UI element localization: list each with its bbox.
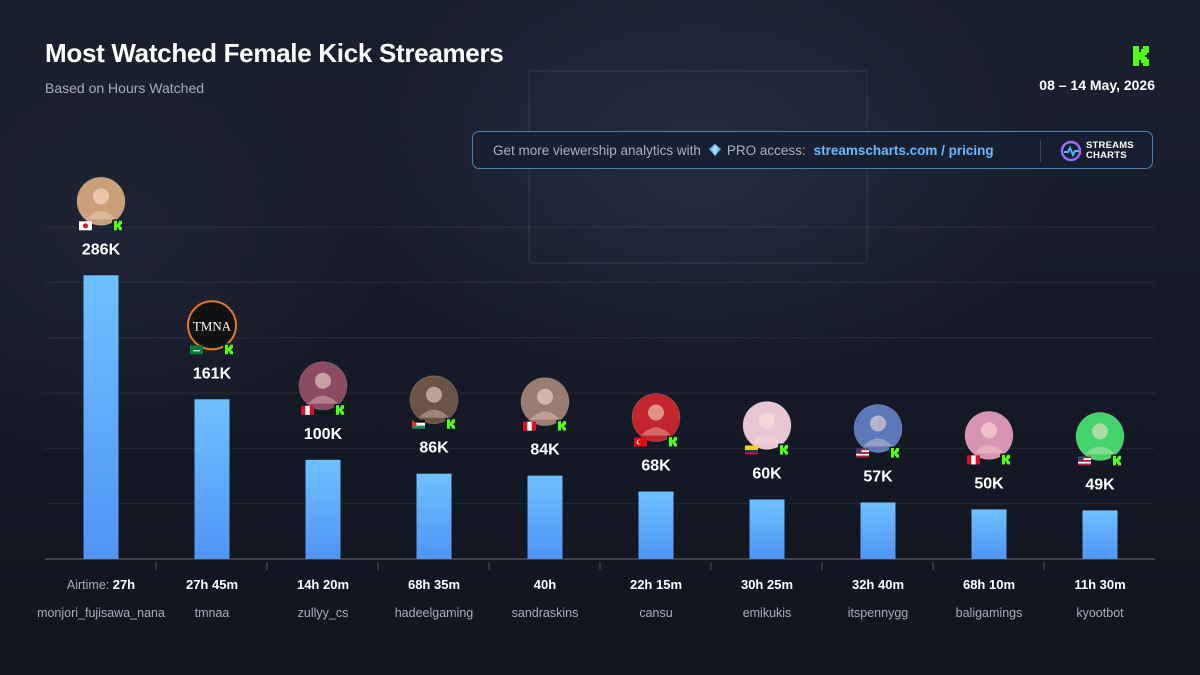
saudi-arabia-flag-icon bbox=[190, 345, 203, 355]
usa-flag-icon bbox=[1078, 456, 1091, 466]
date-range: 08 – 14 May, 2026 bbox=[1039, 77, 1155, 93]
kick-logo-icon bbox=[1133, 46, 1149, 66]
category-label: tmnaa bbox=[195, 606, 230, 620]
airtime-label: Airtime: bbox=[67, 578, 113, 592]
bar-monjori_fujisawa_nana bbox=[83, 275, 119, 559]
kick-badge-icon bbox=[1000, 453, 1012, 466]
kick-badge-icon bbox=[1111, 454, 1123, 467]
streams-charts-logo-icon bbox=[1060, 140, 1082, 162]
kick-badge-icon bbox=[667, 435, 679, 448]
airtime-value: 11h 30m bbox=[1074, 577, 1125, 592]
kick-badge-icon bbox=[889, 446, 901, 459]
peru-flag-icon bbox=[301, 405, 314, 415]
value-label: 84K bbox=[530, 442, 560, 459]
airtime-value: Airtime: 27h bbox=[67, 577, 135, 592]
streams-charts-logo: STREAMS CHARTS bbox=[1060, 140, 1134, 162]
tmna-logo-icon: TMNA bbox=[187, 300, 237, 351]
kick-badge-icon bbox=[556, 419, 568, 432]
category-label: cansu bbox=[639, 606, 672, 620]
promo-access-text: PRO access: bbox=[726, 142, 806, 158]
usa-flag-icon bbox=[856, 448, 869, 458]
bar-sandraskins bbox=[527, 475, 563, 559]
promo-divider bbox=[1040, 140, 1041, 162]
diamond-icon bbox=[708, 144, 721, 156]
avatar-icon bbox=[520, 377, 570, 427]
airtime-value: 27h 45m bbox=[186, 577, 238, 592]
airtime-value: 68h 10m bbox=[963, 577, 1015, 592]
kick-badge-icon bbox=[778, 443, 790, 456]
logo-line2: CHARTS bbox=[1086, 150, 1127, 161]
category-label: zullyy_cs bbox=[298, 606, 349, 620]
category-label: kyootbot bbox=[1076, 606, 1124, 620]
category-label: emikukis bbox=[743, 606, 792, 620]
airtime-value: 68h 35m bbox=[408, 577, 460, 592]
colombia-flag-icon bbox=[745, 445, 758, 455]
avatar-icon bbox=[853, 403, 903, 453]
avatar-icon bbox=[631, 393, 681, 443]
avatar-icon bbox=[964, 410, 1014, 460]
promo-text: Get more viewership analytics with bbox=[493, 142, 701, 158]
airtime-value: 30h 25m bbox=[741, 577, 793, 592]
avatar-icon bbox=[409, 375, 459, 425]
svg-text:TMNA: TMNA bbox=[193, 318, 232, 333]
kick-badge-icon bbox=[112, 219, 124, 232]
airtime-value: 40h bbox=[534, 577, 556, 592]
category-label: monjori_fujisawa_nana bbox=[37, 606, 165, 620]
kick-badge-icon bbox=[223, 343, 235, 356]
promo-banner[interactable]: Get more viewership analytics with PRO a… bbox=[472, 131, 1153, 169]
avatar-icon bbox=[1075, 411, 1125, 461]
category-label: hadeelgaming bbox=[395, 606, 474, 620]
value-label: 49K bbox=[1085, 476, 1115, 493]
turkey-flag-icon bbox=[634, 437, 647, 447]
airtime-value: 32h 40m bbox=[852, 577, 904, 592]
avatar-icon bbox=[742, 400, 792, 450]
avatar-icon bbox=[76, 176, 126, 226]
value-label: 60K bbox=[752, 465, 782, 482]
bar-tmnaa bbox=[194, 399, 230, 559]
japan-flag-icon bbox=[79, 221, 92, 231]
value-label: 100K bbox=[304, 426, 343, 443]
value-label: 50K bbox=[974, 475, 1004, 492]
logo-line1: STREAMS bbox=[1086, 140, 1134, 151]
bar-hadeelgaming bbox=[416, 473, 452, 559]
palestine-flag-icon bbox=[412, 419, 425, 429]
bar-zullyy_cs bbox=[305, 459, 341, 559]
value-label: 57K bbox=[863, 468, 893, 485]
category-label: baligamings bbox=[956, 606, 1023, 620]
bar-baligamings bbox=[971, 509, 1007, 559]
bar-emikukis bbox=[749, 499, 785, 559]
pricing-link[interactable]: streamscharts.com / pricing bbox=[813, 142, 994, 158]
kick-badge-icon bbox=[334, 403, 346, 416]
value-label: 68K bbox=[641, 458, 671, 475]
value-label: 286K bbox=[82, 241, 121, 258]
category-label: sandraskins bbox=[512, 606, 579, 620]
bar-cansu bbox=[638, 491, 674, 559]
peru-flag-icon bbox=[523, 421, 536, 431]
category-label: itspennygg bbox=[848, 606, 909, 620]
value-label: 86K bbox=[419, 440, 449, 457]
avatar-icon bbox=[298, 361, 348, 411]
page-subtitle: Based on Hours Watched bbox=[45, 80, 205, 96]
page-title: Most Watched Female Kick Streamers bbox=[45, 38, 504, 68]
value-label: 161K bbox=[193, 365, 232, 382]
bar-itspennygg bbox=[860, 502, 896, 559]
kick-badge-icon bbox=[445, 417, 457, 430]
peru-flag-icon bbox=[967, 455, 980, 465]
bar-kyootbot bbox=[1082, 510, 1118, 559]
airtime-value: 22h 15m bbox=[630, 577, 682, 592]
airtime-value: 14h 20m bbox=[297, 577, 349, 592]
